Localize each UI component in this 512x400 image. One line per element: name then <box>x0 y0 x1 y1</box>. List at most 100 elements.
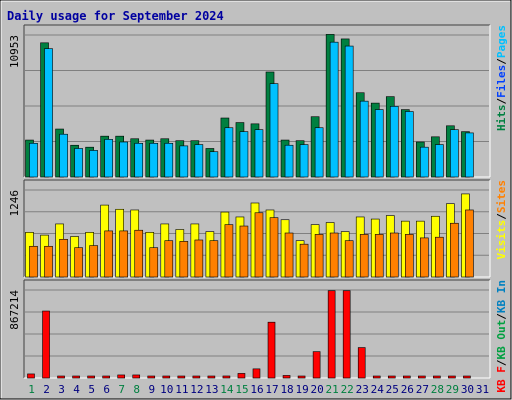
bar-sites-day-28 <box>435 236 444 278</box>
bar-pages-day-3 <box>59 133 68 178</box>
legend-entry: / <box>495 359 508 366</box>
chart-title: Daily usage for September 2024 <box>7 9 224 23</box>
x-tick-label: 25 <box>386 383 399 396</box>
bar-sites-day-18 <box>284 232 294 278</box>
plot-area <box>24 280 490 378</box>
bar-pages-day-22 <box>344 45 354 178</box>
bar-sites-day-10 <box>164 240 174 278</box>
bar-sites-day-20 <box>314 234 324 278</box>
bar-sites-day-4 <box>74 247 83 278</box>
bar-kbf-day-14 <box>222 375 231 379</box>
bar-sites-day-1 <box>29 245 38 278</box>
bar-kbf-day-15 <box>237 373 246 379</box>
legend-hits-files-pages: Hits/Files/Pages <box>495 25 508 131</box>
x-tick-label: 24 <box>371 383 385 396</box>
x-tick-label: 18 <box>280 383 293 396</box>
x-tick-label: 31 <box>476 383 489 396</box>
legend-kbytes: KB F/KB Out/KB In <box>495 280 508 393</box>
bar-sites-day-2 <box>44 245 53 278</box>
bar-kbf-day-10 <box>162 375 171 379</box>
bar-sites-day-24 <box>374 234 384 278</box>
bar-sites-day-9 <box>149 247 159 278</box>
bar-kbf-day-11 <box>177 375 186 379</box>
x-tick-label: 14 <box>220 383 234 396</box>
x-tick-label: 26 <box>401 383 414 396</box>
bar-sites-day-25 <box>389 232 399 278</box>
x-tick-label: 3 <box>58 383 65 396</box>
legend-visits-sites: Visits/Sites <box>495 180 508 260</box>
bar-kbf-day-23 <box>357 347 366 379</box>
bar-pages-day-11 <box>179 145 189 178</box>
bar-kbf-day-7 <box>117 374 125 379</box>
bar-pages-day-1 <box>29 142 38 178</box>
bar-sites-day-21 <box>329 232 339 278</box>
bar-pages-day-4 <box>74 148 83 178</box>
bar-pages-day-8 <box>134 142 144 178</box>
bar-kbf-day-5 <box>87 375 95 379</box>
bar-pages-day-6 <box>104 139 113 178</box>
bar-pages-day-14 <box>224 127 234 178</box>
bar-kbf-day-9 <box>147 375 156 379</box>
x-tick-label: 15 <box>235 383 248 396</box>
x-axis-labels: 1 2 3 4 5 6 7 8 9 10 11 12 13 14 15 16 17 18 19 20 21 22 23 24 2… <box>28 383 489 396</box>
bar-sites-day-11 <box>179 241 189 278</box>
bar-pages-day-20 <box>314 127 324 178</box>
bar-kbf-day-13 <box>207 375 216 379</box>
bar-kbf-day-26 <box>403 375 411 379</box>
legend-separator: / <box>495 213 508 220</box>
bar-sites-day-14 <box>224 224 234 278</box>
x-tick-label: 12 <box>190 383 203 396</box>
bar-pages-day-16 <box>254 129 264 178</box>
x-tick-label: 10 <box>160 383 173 396</box>
legend-entry: KB Out <box>495 320 508 360</box>
y-max-label: 867214 <box>8 290 21 330</box>
bar-kbf-day-20 <box>312 351 321 379</box>
x-tick-label: 13 <box>205 383 218 396</box>
bar-sites-day-5 <box>89 245 98 278</box>
bar-pages-day-10 <box>164 142 174 178</box>
legend-separator: / <box>495 98 508 105</box>
bar-kbf-day-17 <box>267 321 276 379</box>
bar-kbf-day-8 <box>132 374 141 379</box>
bar-sites-day-26 <box>405 234 414 278</box>
legend-entry: Files <box>495 65 508 98</box>
bar-kbf-day-3 <box>57 375 65 379</box>
x-tick-label: 19 <box>295 383 308 396</box>
x-tick-label: 7 <box>118 383 125 396</box>
x-tick-label: 21 <box>326 383 339 396</box>
panel-kbytes: 867214 KB F/KB Out/KB In <box>8 279 508 393</box>
x-tick-label: 4 <box>73 383 80 396</box>
legend-entry: / <box>495 313 508 320</box>
bar-pages-day-17 <box>269 83 279 178</box>
panel-visits-sites: 1246 Visits/Sites <box>8 179 508 278</box>
x-tick-label: 20 <box>311 383 324 396</box>
bar-pages-day-26 <box>405 111 414 178</box>
legend-entry: Pages <box>495 25 508 58</box>
legend-entry: KB In <box>495 280 508 313</box>
x-tick-label: 17 <box>265 383 278 396</box>
bar-sites-day-12 <box>194 239 204 278</box>
bar-kbf-day-25 <box>387 375 396 379</box>
bar-pages-day-28 <box>435 144 444 178</box>
bar-sites-day-15 <box>239 225 249 278</box>
x-tick-label: 28 <box>431 383 444 396</box>
legend-entry: Sites <box>495 180 508 213</box>
bar-pages-day-13 <box>209 151 219 178</box>
bar-kbf-day-18 <box>282 375 291 379</box>
bar-pages-day-12 <box>194 144 204 178</box>
bar-pages-day-18 <box>284 144 294 178</box>
bar-kbf-day-12 <box>192 375 201 379</box>
bar-pages-day-5 <box>89 150 98 178</box>
bar-pages-day-21 <box>329 41 339 178</box>
bar-kbf-day-29 <box>448 375 456 379</box>
bar-sites-day-19 <box>299 243 309 278</box>
bar-sites-day-13 <box>209 240 219 278</box>
bar-pages-day-9 <box>149 142 159 178</box>
bar-kbf-day-16 <box>252 368 261 379</box>
x-tick-label: 6 <box>103 383 110 396</box>
x-tick-label: 29 <box>446 383 459 396</box>
bar-kbf-day-21 <box>327 290 336 379</box>
x-tick-label: 1 <box>28 383 35 396</box>
bar-sites-day-7 <box>119 230 128 278</box>
